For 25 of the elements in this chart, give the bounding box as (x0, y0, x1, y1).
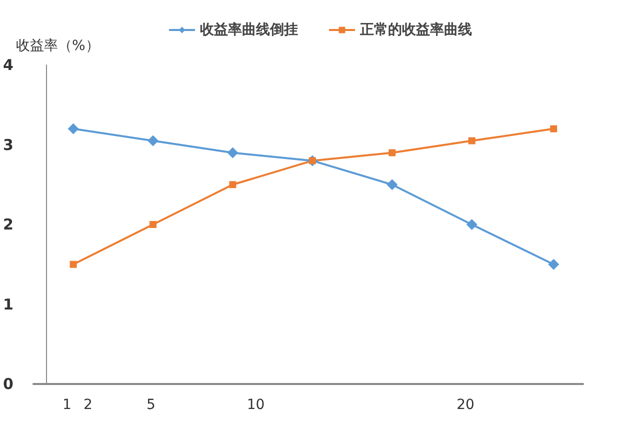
point (550, 125, 558, 132)
y-tick-label: 2 (3, 216, 14, 234)
y-axis-title: 收益率（%） (16, 38, 100, 54)
x-tick-label: 2 (84, 397, 92, 413)
x-tick-label: 10 (246, 397, 265, 413)
legend-label: 收益率曲线倒挂 (200, 21, 298, 38)
point (150, 221, 156, 228)
y-tick-label: 4 (3, 56, 14, 74)
y-tick-label: 1 (3, 295, 14, 314)
point (388, 149, 396, 156)
point (548, 258, 560, 270)
point (466, 219, 478, 230)
point (227, 147, 238, 158)
point (386, 179, 398, 190)
x-tick-label: 1 (62, 397, 72, 413)
y-tick-label: 0 (3, 375, 14, 393)
x-tick-label: 20 (456, 397, 474, 413)
legend-label: 正常的收益率曲线 (359, 21, 472, 38)
point (70, 260, 77, 268)
point (68, 123, 79, 134)
x-tick-label: 5 (146, 397, 156, 413)
y-tick-label: 3 (3, 136, 14, 154)
point (229, 181, 236, 188)
point (468, 137, 476, 144)
point (148, 135, 158, 146)
